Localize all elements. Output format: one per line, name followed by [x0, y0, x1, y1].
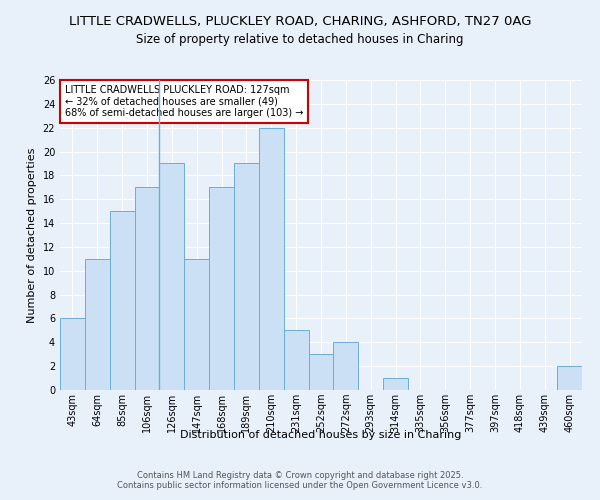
Bar	[134, 188, 160, 390]
Bar	[85, 259, 110, 390]
Bar	[209, 188, 234, 390]
Bar	[308, 354, 334, 390]
Bar	[259, 128, 284, 390]
Bar	[557, 366, 582, 390]
Text: Distribution of detached houses by size in Charing: Distribution of detached houses by size …	[181, 430, 461, 440]
Y-axis label: Number of detached properties: Number of detached properties	[27, 148, 37, 322]
Bar	[234, 164, 259, 390]
Bar	[334, 342, 358, 390]
Bar	[284, 330, 308, 390]
Bar	[184, 259, 209, 390]
Text: Size of property relative to detached houses in Charing: Size of property relative to detached ho…	[136, 32, 464, 46]
Text: Contains HM Land Registry data © Crown copyright and database right 2025.
Contai: Contains HM Land Registry data © Crown c…	[118, 470, 482, 490]
Text: LITTLE CRADWELLS PLUCKLEY ROAD: 127sqm
← 32% of detached houses are smaller (49): LITTLE CRADWELLS PLUCKLEY ROAD: 127sqm ←…	[65, 84, 304, 118]
Bar	[110, 211, 134, 390]
Bar	[60, 318, 85, 390]
Bar	[383, 378, 408, 390]
Bar	[160, 164, 184, 390]
Text: LITTLE CRADWELLS, PLUCKLEY ROAD, CHARING, ASHFORD, TN27 0AG: LITTLE CRADWELLS, PLUCKLEY ROAD, CHARING…	[69, 15, 531, 28]
